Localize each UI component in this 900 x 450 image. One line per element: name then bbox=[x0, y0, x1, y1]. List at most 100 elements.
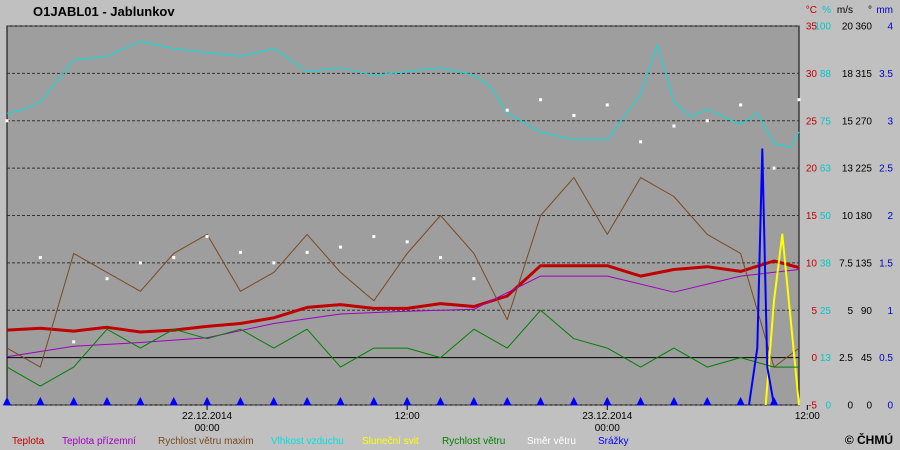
axis-unit-header: % bbox=[822, 5, 831, 16]
wind-direction-point bbox=[238, 250, 242, 254]
baseline-marker: ▲ bbox=[403, 394, 412, 407]
axis-tick-label: 20 bbox=[842, 22, 854, 33]
axis-tick-label: 38 bbox=[820, 258, 832, 269]
x-tick-label: 12:00 bbox=[795, 411, 820, 422]
wind-direction-point bbox=[672, 124, 676, 128]
baseline-marker: ▲ bbox=[770, 394, 779, 407]
axis-tick-label: 360 bbox=[855, 22, 872, 33]
baseline-marker: ▲ bbox=[270, 394, 279, 407]
axis-tick-label: 20 bbox=[806, 164, 818, 175]
baseline-marker: ▲ bbox=[103, 394, 112, 407]
x-tick-label: 23.12.2014 bbox=[582, 411, 632, 422]
axis-tick-label: 1 bbox=[887, 306, 893, 317]
axis-tick-label: 2.5 bbox=[879, 164, 893, 175]
wind-direction-point bbox=[439, 256, 443, 260]
axis-tick-label: 225 bbox=[855, 164, 872, 175]
axis-tick-label: 315 bbox=[855, 69, 872, 80]
axis-tick-label: 25 bbox=[806, 116, 818, 127]
axis-tick-label: 3.5 bbox=[879, 69, 893, 80]
axis-unit-header: m/s bbox=[837, 5, 853, 16]
axis-tick-label: 10 bbox=[806, 258, 818, 269]
baseline-marker: ▲ bbox=[570, 394, 579, 407]
series-line-slune-n-svit bbox=[764, 233, 800, 406]
baseline-marker: ▲ bbox=[436, 394, 445, 407]
series-line-sr-ky bbox=[748, 148, 775, 406]
axis-tick-label: 2 bbox=[887, 211, 893, 222]
x-tick-label: 00:00 bbox=[595, 423, 620, 434]
series-line-teplota bbox=[6, 259, 800, 334]
axis-tick-label: 35 bbox=[806, 22, 818, 33]
axis-tick-label: 5 bbox=[847, 306, 853, 317]
baseline-marker: ▲ bbox=[703, 394, 712, 407]
axis-tick-label: 88 bbox=[820, 69, 832, 80]
axis-unit-header: °C bbox=[806, 5, 817, 16]
legend-entry: Sluneční svit bbox=[362, 436, 419, 447]
axis-tick-label: 135 bbox=[855, 258, 872, 269]
axis-tick-label: 270 bbox=[855, 116, 872, 127]
chart-title: O1JABL01 - Jablunkov bbox=[33, 4, 175, 19]
legend-entry: Vlhkost vzduchu bbox=[271, 436, 344, 447]
axis-tick-label: 0 bbox=[887, 401, 893, 412]
wind-direction-point bbox=[272, 261, 276, 265]
wind-direction-point bbox=[639, 140, 643, 144]
series-line-teplota-p-zemn- bbox=[6, 269, 800, 358]
baseline-marker: ▲ bbox=[636, 394, 645, 407]
axis-tick-label: 0 bbox=[825, 401, 831, 412]
baseline-marker: ▲ bbox=[370, 394, 379, 407]
x-tick-label: 00:00 bbox=[195, 423, 220, 434]
legend-entry: Srážky bbox=[598, 436, 629, 447]
baseline-marker: ▲ bbox=[236, 394, 245, 407]
baseline-marker: ▲ bbox=[336, 394, 345, 407]
wind-direction-point bbox=[405, 240, 409, 244]
wind-direction-point bbox=[172, 256, 176, 260]
legend-entry: Teplota bbox=[12, 436, 45, 447]
wind-direction-point bbox=[338, 245, 342, 249]
axis-unit-header: ° bbox=[868, 5, 872, 16]
credit-text: © ČHMÚ bbox=[845, 432, 893, 447]
axis-tick-label: 75 bbox=[820, 116, 832, 127]
axis-tick-label: 10 bbox=[842, 211, 854, 222]
axis-unit-header: mm bbox=[876, 5, 893, 16]
axis-tick-label: 0 bbox=[811, 353, 817, 364]
axis-tick-label: 13 bbox=[820, 353, 832, 364]
wind-direction-point bbox=[472, 277, 476, 281]
x-tick-label: 12:00 bbox=[395, 411, 420, 422]
series-line-vlhkost-vzduchu bbox=[6, 40, 800, 148]
axis-tick-label: 50 bbox=[820, 211, 832, 222]
wind-direction-point bbox=[705, 119, 709, 123]
legend-entry: Rychlost větru maxim bbox=[158, 436, 254, 447]
axis-tick-label: 3 bbox=[887, 116, 893, 127]
axis-tick-label: 5 bbox=[811, 306, 817, 317]
baseline-marker: ▲ bbox=[203, 394, 212, 407]
wind-direction-point bbox=[72, 340, 76, 344]
axis-tick-label: 25 bbox=[820, 306, 832, 317]
baseline-marker: ▲ bbox=[36, 394, 45, 407]
baseline-marker: ▲ bbox=[736, 394, 745, 407]
wind-direction-point bbox=[305, 250, 309, 254]
baseline-marker: ▲ bbox=[536, 394, 545, 407]
axis-tick-label: 15 bbox=[806, 211, 818, 222]
legend-entry: Rychlost větru bbox=[442, 436, 505, 447]
axis-tick-label: 90 bbox=[861, 306, 873, 317]
wind-direction-point bbox=[605, 103, 609, 107]
wind-direction-point bbox=[772, 166, 776, 170]
x-tick-label: 22.12.2014 bbox=[182, 411, 232, 422]
wind-direction-point bbox=[5, 119, 9, 123]
wind-direction-point bbox=[372, 235, 376, 239]
axis-tick-label: 4 bbox=[887, 22, 893, 33]
wind-direction-point bbox=[539, 98, 543, 102]
legend-entry: Směr větru bbox=[527, 436, 576, 447]
series-line-rychlost-v-tru bbox=[6, 309, 799, 387]
axis-tick-label: 15 bbox=[842, 116, 854, 127]
series-line-rychlost-v-tru-maxim bbox=[6, 177, 800, 368]
axis-tick-label: 45 bbox=[861, 353, 873, 364]
axis-tick-label: -5 bbox=[808, 401, 817, 412]
baseline-marker: ▲ bbox=[503, 394, 512, 407]
axis-tick-label: 100 bbox=[814, 22, 831, 33]
wind-direction-point bbox=[797, 98, 801, 102]
axis-tick-label: 0 bbox=[847, 401, 853, 412]
axis-tick-label: 13 bbox=[842, 164, 854, 175]
axis-tick-label: 1.5 bbox=[879, 258, 893, 269]
baseline-marker: ▲ bbox=[470, 394, 479, 407]
